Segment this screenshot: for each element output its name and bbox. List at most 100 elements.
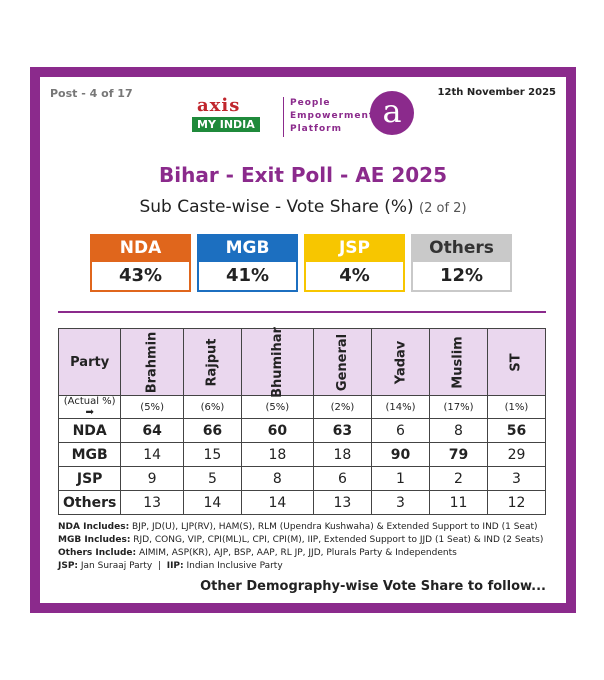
note-label: Others Include:: [58, 548, 137, 558]
summary-box: NDA 43%: [90, 234, 191, 292]
actual-cell: (6%): [182, 395, 242, 419]
header-text: ST: [508, 352, 524, 372]
party-cell: JSP: [57, 466, 122, 491]
party-cell: MGB: [57, 442, 122, 467]
title: Bihar - Exit Poll - AE 2025: [159, 163, 447, 187]
notes: NDA Includes: BJP, JD(U), LJP(RV), HAM(S…: [58, 521, 543, 573]
note-label: JSP:: [58, 561, 79, 571]
note-label: NDA Includes:: [58, 522, 130, 532]
note-text: Indian Inclusive Party: [183, 561, 283, 571]
header-cell: Rajput: [182, 328, 242, 396]
subtitle-text: Sub Caste-wise - Vote Share (%): [139, 197, 414, 217]
header-text: Bhumihar: [269, 326, 285, 398]
vote-table: Party Brahmin Rajput Bhumihar General Yadav Mu…: [57, 326, 546, 515]
note-text: Jan Suraaj Party |: [78, 561, 167, 571]
note-line: JSP: Jan Suraaj Party | IIP: Indian Incl…: [58, 560, 543, 573]
data-row: MGB 14 15 18 18 90 79 29: [57, 442, 546, 467]
logo-brand: axis: [197, 95, 241, 116]
footer: Other Demography-wise Vote Share to foll…: [200, 579, 546, 594]
data-row: Others 13 14 14 13 3 11 12: [57, 490, 546, 515]
summary-box: JSP 4%: [304, 234, 405, 292]
actual-cell: (2%): [312, 395, 373, 419]
subtitle-note: (2 of 2): [419, 201, 467, 216]
value-cell: 60: [240, 418, 314, 443]
value-cell: 2: [429, 466, 488, 491]
tagline-line: Platform: [290, 124, 342, 134]
summary-box: Others 12%: [411, 234, 512, 292]
header-cell: General: [312, 328, 373, 396]
header-text: Muslim: [450, 335, 466, 389]
actual-cell: (14%): [371, 395, 430, 419]
frame: Post - 4 of 17 12th November 2025 axis M…: [30, 67, 576, 613]
party-cell: NDA: [57, 418, 122, 443]
value-cell: 29: [487, 442, 546, 467]
data-row: NDA 64 66 60 63 6 8 56: [57, 418, 546, 443]
header-cell: Yadav: [371, 328, 430, 396]
date: 12th November 2025: [437, 87, 556, 98]
value-cell: 3: [487, 466, 546, 491]
value-cell: 8: [240, 466, 314, 491]
summary-box: MGB 41%: [197, 234, 298, 292]
note-line: MGB Includes: RJD, CONG, VIP, CPI(ML)L, …: [58, 534, 543, 547]
header-cell: ST: [487, 328, 546, 396]
note-text: AIMIM, ASP(KR), AJP, BSP, AAP, RL JP, JJ…: [136, 548, 457, 558]
actual-cell: (1%): [487, 395, 546, 419]
summary-party: MGB: [197, 234, 298, 262]
value-cell: 18: [240, 442, 314, 467]
value-cell: 12: [487, 490, 546, 515]
value-cell: 18: [312, 442, 373, 467]
summary-party: JSP: [304, 234, 405, 262]
value-cell: 90: [371, 442, 430, 467]
header-cell: Muslim: [429, 328, 488, 396]
subtitle: Sub Caste-wise - Vote Share (%) (2 of 2): [40, 197, 566, 217]
summary-party: NDA: [90, 234, 191, 262]
header-text: Party: [70, 354, 110, 370]
value-cell: 13: [120, 490, 184, 515]
summary-share: 4%: [304, 262, 405, 292]
summary-party: Others: [411, 234, 512, 262]
value-cell: 63: [312, 418, 373, 443]
note-text: RJD, CONG, VIP, CPI(ML)L, CPI, CPI(M), I…: [130, 535, 544, 545]
actual-cell: (5%): [120, 395, 184, 419]
logo-badge: a: [370, 91, 414, 135]
value-cell: 9: [120, 466, 184, 491]
value-cell: 15: [182, 442, 242, 467]
value-cell: 14: [182, 490, 242, 515]
note-label: IIP:: [166, 561, 184, 571]
actual-cell: (5%): [240, 395, 314, 419]
value-cell: 14: [120, 442, 184, 467]
actual-cell: (17%): [429, 395, 488, 419]
value-cell: 56: [487, 418, 546, 443]
note-line: NDA Includes: BJP, JD(U), LJP(RV), HAM(S…: [58, 521, 543, 534]
value-cell: 1: [371, 466, 430, 491]
header-text: Brahmin: [144, 331, 160, 393]
note-label: MGB Includes:: [58, 535, 131, 545]
note-text: BJP, JD(U), LJP(RV), HAM(S), RLM (Upendr…: [129, 522, 538, 532]
value-cell: 13: [312, 490, 373, 515]
value-cell: 64: [120, 418, 184, 443]
value-cell: 6: [371, 418, 430, 443]
value-cell: 3: [371, 490, 430, 515]
actual-row: (Actual %) ➡ (5%) (6%) (5%) (2%) (14%) (17%) (1…: [57, 395, 546, 419]
divider: [58, 311, 546, 313]
tagline-line: People: [290, 98, 331, 108]
logo-tagline: People Empowerment Platform: [290, 97, 374, 136]
header-cell: Brahmin: [120, 328, 184, 396]
value-cell: 11: [429, 490, 488, 515]
summary-share: 12%: [411, 262, 512, 292]
header-cell: Bhumihar: [240, 326, 314, 398]
party-cell: Others: [57, 490, 122, 515]
tagline-line: Empowerment: [290, 111, 375, 121]
summary: NDA 43% MGB 41% JSP 4% Others 12%: [90, 234, 512, 292]
note-line: Others Include: AIMIM, ASP(KR), AJP, BSP…: [58, 547, 543, 560]
summary-share: 41%: [197, 262, 298, 292]
post-counter: Post - 4 of 17: [50, 87, 133, 100]
logo-brand-sub: MY INDIA: [192, 117, 260, 132]
header-text: Yadav: [392, 340, 408, 384]
logo-divider: [283, 97, 284, 137]
header-text: General: [334, 333, 350, 391]
value-cell: 5: [182, 466, 242, 491]
value-cell: 79: [429, 442, 488, 467]
summary-share: 43%: [90, 262, 191, 292]
